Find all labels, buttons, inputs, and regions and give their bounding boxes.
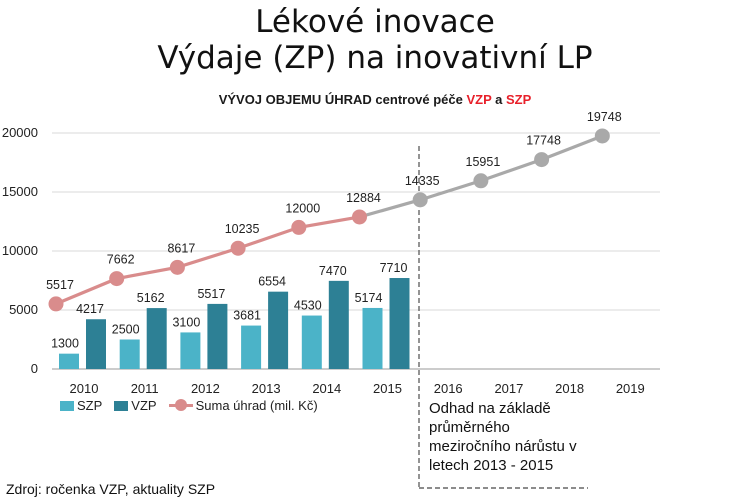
bar-szp: [301, 315, 322, 369]
x-tick-label: 2017: [494, 381, 523, 396]
legend-item-vzp: VZP: [114, 398, 157, 413]
bar-label-szp: 3681: [233, 309, 261, 323]
x-tick-label: 2019: [616, 381, 645, 396]
x-tick-label: 2013: [252, 381, 281, 396]
forecast-point: [594, 128, 610, 144]
forecast-note: Odhad na základě průměrného meziročního …: [429, 399, 589, 475]
forecast-point: [412, 192, 428, 208]
bar-szp: [119, 339, 140, 369]
subtitle-prefix: VÝVOJ OBJEMU ÚHRAD centrové péče: [218, 92, 467, 107]
legend-swatch-suma: [168, 399, 193, 411]
bar-vzp: [268, 291, 289, 369]
chart-title-line1: Lékové inovace: [255, 4, 495, 40]
bar-label-vzp: 5162: [137, 291, 165, 305]
y-tick-label: 0: [31, 361, 38, 376]
suma-point-label: 7662: [107, 253, 135, 267]
bar-label-vzp: 5517: [197, 287, 225, 301]
forecast-point-label: 14335: [405, 174, 440, 188]
bar-vzp: [86, 319, 106, 369]
forecast-point: [534, 152, 550, 168]
x-tick-label: 2011: [131, 381, 159, 396]
suma-point: [230, 240, 246, 256]
forecast-point-label: 19748: [587, 110, 622, 124]
suma-point: [48, 296, 64, 312]
chart-subtitle: VÝVOJ OBJEMU ÚHRAD centrové péče VZP a S…: [0, 92, 750, 107]
legend-label-szp: SZP: [77, 398, 103, 413]
x-tick-label: 2016: [434, 381, 463, 396]
legend-swatch-vzp: [114, 400, 129, 411]
bar-vzp: [389, 278, 410, 369]
subtitle-and: a: [491, 92, 507, 107]
suma-point: [352, 209, 367, 225]
bar-label-vzp: 6554: [258, 275, 286, 289]
forecast-note-line: meziročního nárůstu v: [429, 438, 577, 455]
chart-legend: SZP VZP Suma úhrad (mil. Kč): [60, 398, 330, 413]
x-tick-label: 2015: [373, 381, 402, 396]
suma-point-label: 12884: [346, 191, 381, 205]
legend-item-suma: Suma úhrad (mil. Kč): [168, 398, 318, 413]
x-tick-label: 2018: [555, 381, 584, 396]
suma-point-label: 8617: [167, 241, 195, 255]
bar-label-szp: 4530: [294, 299, 322, 313]
x-tick-label: 2010: [70, 381, 99, 396]
bar-label-vzp: 7710: [380, 261, 408, 275]
suma-point: [291, 219, 307, 235]
bar-label-szp: 2500: [112, 323, 140, 337]
suma-point-label: 10235: [225, 222, 260, 236]
y-tick-label: 5000: [9, 302, 38, 317]
legend-item-szp: SZP: [60, 398, 102, 413]
x-tick-label: 2014: [312, 381, 341, 396]
y-tick-label: 10000: [2, 243, 38, 258]
forecast-point: [473, 173, 489, 189]
legend-swatch-szp: [60, 400, 74, 411]
forecast-point-label: 15951: [466, 155, 501, 169]
subtitle-vzp: VZP: [466, 92, 492, 107]
bar-label-vzp: 4217: [76, 302, 104, 316]
forecast-note-line: Odhad na základě: [429, 400, 551, 417]
legend-label-vzp: VZP: [131, 398, 157, 413]
legend-label-suma: Suma úhrad (mil. Kč): [195, 398, 318, 413]
suma-point-label: 12000: [285, 201, 320, 215]
subtitle-szp: SZP: [506, 92, 532, 107]
bar-label-vzp: 7470: [319, 264, 347, 278]
forecast-note-line: letech 2013 - 2015: [429, 457, 554, 474]
y-tick-label: 15000: [2, 184, 38, 199]
source-note: Zdroj: ročenka VZP, aktuality SZP: [6, 481, 216, 497]
x-tick-label: 2012: [191, 381, 220, 396]
bar-vzp: [207, 303, 228, 369]
y-tick-label: 20000: [2, 125, 38, 140]
forecast-note-line: průměrného: [429, 419, 510, 436]
suma-point-label: 5517: [46, 278, 74, 292]
bar-label-szp: 1300: [51, 337, 79, 351]
suma-series-line: [55, 215, 360, 306]
bar-szp: [362, 307, 383, 369]
bar-label-szp: 3100: [172, 315, 200, 329]
suma-point: [169, 259, 185, 275]
suma-point: [109, 271, 125, 287]
bar-vzp: [146, 308, 167, 369]
bar-szp: [59, 353, 79, 369]
forecast-point-label: 17748: [526, 134, 561, 148]
bar-vzp: [328, 280, 349, 369]
chart-title-line2: Výdaje (ZP) na inovativní LP: [157, 40, 593, 76]
bar-szp: [180, 332, 201, 369]
bar-label-szp: 5174: [355, 291, 383, 305]
bar-szp: [241, 325, 262, 369]
